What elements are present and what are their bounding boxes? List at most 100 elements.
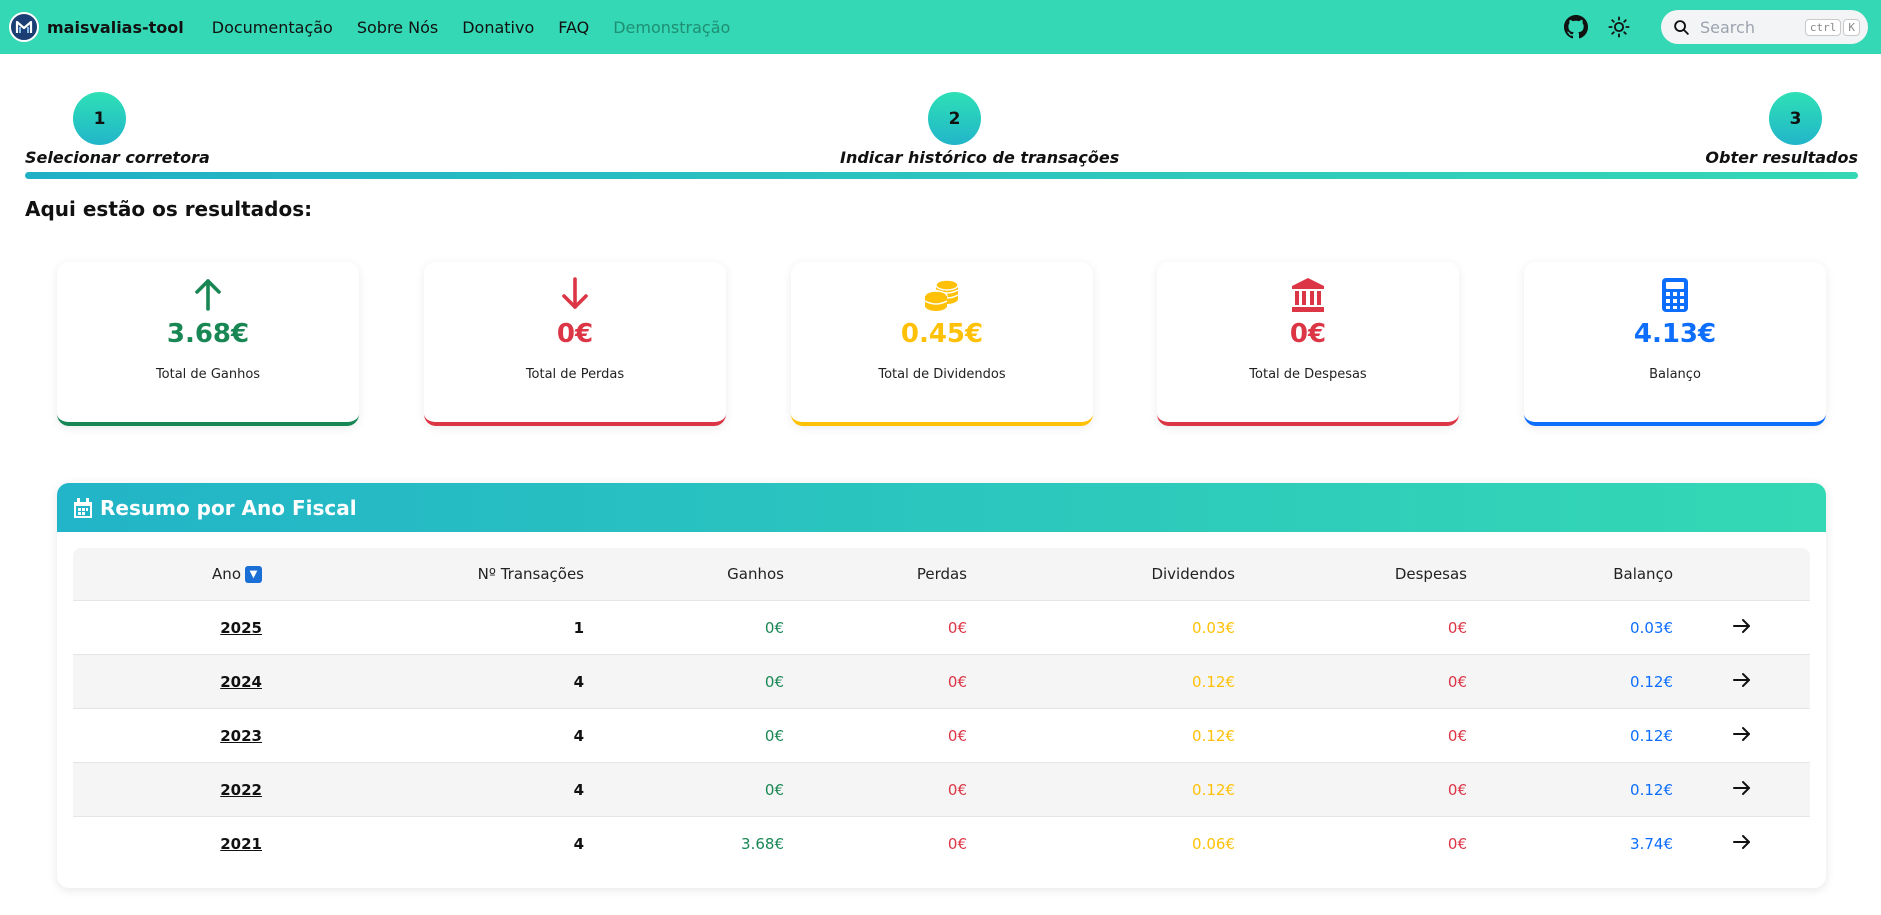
perdas-value: 0€ — [785, 708, 968, 763]
perdas-value: 0€ — [947, 834, 967, 853]
card-value: 0.45€ — [900, 319, 984, 349]
theme-toggle-sun-icon[interactable] — [1606, 14, 1632, 40]
step-3-circle[interactable]: 3 — [1769, 92, 1822, 145]
card-value: 4.13€ — [1633, 319, 1717, 349]
ganhos-value: 3.68€ — [741, 834, 784, 853]
dividendos-value: 0.12€ — [968, 708, 1236, 763]
perdas-value: 0€ — [785, 600, 968, 655]
step-progress-bar — [25, 172, 1858, 179]
row-details-arrow-icon[interactable] — [1674, 762, 1810, 817]
year-link[interactable]: 2022 — [73, 762, 263, 817]
bank-icon — [1292, 278, 1324, 312]
transactions-count: 1 — [263, 600, 585, 655]
card-total-ganhos: 3.68€ Total de Ganhos — [57, 262, 359, 426]
github-icon[interactable] — [1563, 14, 1589, 40]
perdas-value: 0€ — [785, 762, 968, 817]
card-label: Balanço — [1649, 367, 1701, 382]
card-balanco: 4.13€ Balanço — [1524, 262, 1826, 426]
card-value: 0€ — [1289, 319, 1327, 349]
table-row[interactable]: 2021 4 3.68€ 0€ 0.06€ 0€ 3.74€ — [73, 817, 1810, 871]
row-details-arrow-icon[interactable] — [1674, 654, 1810, 709]
table-row[interactable]: 2023 4 0€ 0€ 0.12€ 0€ 0.12€ — [73, 708, 1810, 763]
kbd-ctrl: ctrl — [1804, 18, 1842, 36]
transactions-count: 4 — [573, 834, 584, 853]
arrow-down-icon — [562, 277, 588, 309]
balanco-value: 0.12€ — [1468, 762, 1674, 817]
step-2-circle[interactable]: 2 — [928, 92, 981, 145]
dividendos-value: 0.12€ — [968, 762, 1236, 817]
search-input[interactable] — [1698, 16, 1792, 38]
transactions-count: 4 — [263, 762, 585, 817]
search-icon — [1674, 19, 1689, 35]
step-3-label: Obter resultados — [1705, 148, 1858, 167]
nav-link-faq[interactable]: FAQ — [558, 17, 590, 37]
col-despesas: Despesas — [1236, 548, 1468, 601]
kbd-k: K — [1843, 18, 1860, 36]
year-link[interactable]: 2023 — [73, 708, 263, 763]
search-box[interactable]: ctrl K — [1661, 10, 1868, 44]
transactions-count: 4 — [263, 708, 585, 763]
sort-desc-icon[interactable]: ▼ — [245, 566, 262, 583]
fiscal-summary-table: Ano ▼ Nº Transações Ganhos Perdas Dividen… — [73, 548, 1810, 870]
nav-links: Documentação Sobre Nós Donativo FAQ Demo… — [212, 18, 755, 37]
card-total-perdas: 0€ Total de Perdas — [424, 262, 726, 426]
coins-icon — [924, 279, 959, 311]
card-label: Total de Despesas — [1249, 367, 1367, 382]
navbar: maisvalias-tool Documentação Sobre Nós D… — [0, 0, 1881, 54]
nav-right: ctrl K — [1563, 10, 1872, 44]
fiscal-summary-title: Resumo por Ano Fiscal — [100, 495, 357, 520]
step-1-label: Selecionar corretora — [25, 148, 210, 167]
ganhos-value: 0€ — [585, 654, 785, 709]
table-header-row: Ano ▼ Nº Transações Ganhos Perdas Dividen… — [73, 548, 1810, 601]
row-details-arrow-icon[interactable] — [1674, 708, 1810, 763]
card-label: Total de Ganhos — [155, 367, 261, 382]
search-shortcut: ctrl K — [1803, 18, 1860, 36]
despesas-value: 0€ — [1236, 654, 1468, 709]
arrow-up-icon — [195, 279, 221, 311]
row-details-arrow-icon[interactable] — [1674, 600, 1810, 655]
nav-link-documentacao[interactable]: Documentação — [211, 17, 333, 37]
nav-link-demonstracao[interactable]: Demonstração — [613, 17, 731, 37]
calculator-icon — [1662, 278, 1688, 312]
step-1-circle[interactable]: 1 — [73, 92, 126, 145]
col-ano-label: Ano — [212, 565, 241, 583]
balanco-value: 3.74€ — [1630, 834, 1673, 853]
nav-link-donativo[interactable]: Donativo — [462, 17, 535, 37]
year-link[interactable]: 2021 — [220, 834, 262, 853]
dividendos-value: 0.12€ — [968, 654, 1236, 709]
balanco-value: 0.12€ — [1468, 654, 1674, 709]
card-value: 0€ — [556, 319, 594, 349]
logo-icon[interactable] — [9, 12, 39, 42]
ganhos-value: 0€ — [585, 708, 785, 763]
brand-name[interactable]: maisvalias-tool — [47, 17, 184, 37]
despesas-value: 0€ — [1447, 834, 1467, 853]
fiscal-summary-panel: Resumo por Ano Fiscal Ano ▼ Nº Transações… — [57, 483, 1826, 888]
year-link[interactable]: 2024 — [73, 654, 263, 709]
despesas-value: 0€ — [1236, 708, 1468, 763]
table-row[interactable]: 2024 4 0€ 0€ 0.12€ 0€ 0.12€ — [73, 654, 1810, 709]
results-title: Aqui estão os resultados: — [25, 197, 313, 221]
transactions-count: 4 — [263, 654, 585, 709]
table-row[interactable]: 2022 4 0€ 0€ 0.12€ 0€ 0.12€ — [73, 762, 1810, 817]
ganhos-value: 0€ — [585, 762, 785, 817]
despesas-value: 0€ — [1236, 600, 1468, 655]
year-link[interactable]: 2025 — [73, 600, 263, 655]
fiscal-summary-header: Resumo por Ano Fiscal — [57, 483, 1826, 532]
card-total-despesas: 0€ Total de Despesas — [1157, 262, 1459, 426]
col-ganhos: Ganhos — [585, 548, 785, 601]
ganhos-value: 0€ — [585, 600, 785, 655]
balanco-value: 0.03€ — [1468, 600, 1674, 655]
col-balanco: Balanço — [1468, 548, 1674, 601]
dividendos-value: 0.03€ — [968, 600, 1236, 655]
col-actions — [1674, 548, 1810, 601]
col-transacoes: Nº Transações — [263, 548, 585, 601]
card-label: Total de Perdas — [525, 367, 625, 382]
dividendos-value: 0.06€ — [1192, 834, 1235, 853]
col-ano[interactable]: Ano ▼ — [73, 548, 263, 601]
row-details-arrow-icon[interactable] — [1674, 817, 1810, 871]
table-row[interactable]: 2025 1 0€ 0€ 0.03€ 0€ 0.03€ — [73, 600, 1810, 655]
card-total-dividendos: 0.45€ Total de Dividendos — [791, 262, 1093, 426]
calendar-icon — [74, 497, 92, 518]
nav-link-sobre-nos[interactable]: Sobre Nós — [356, 17, 439, 37]
card-value: 3.68€ — [166, 319, 250, 349]
